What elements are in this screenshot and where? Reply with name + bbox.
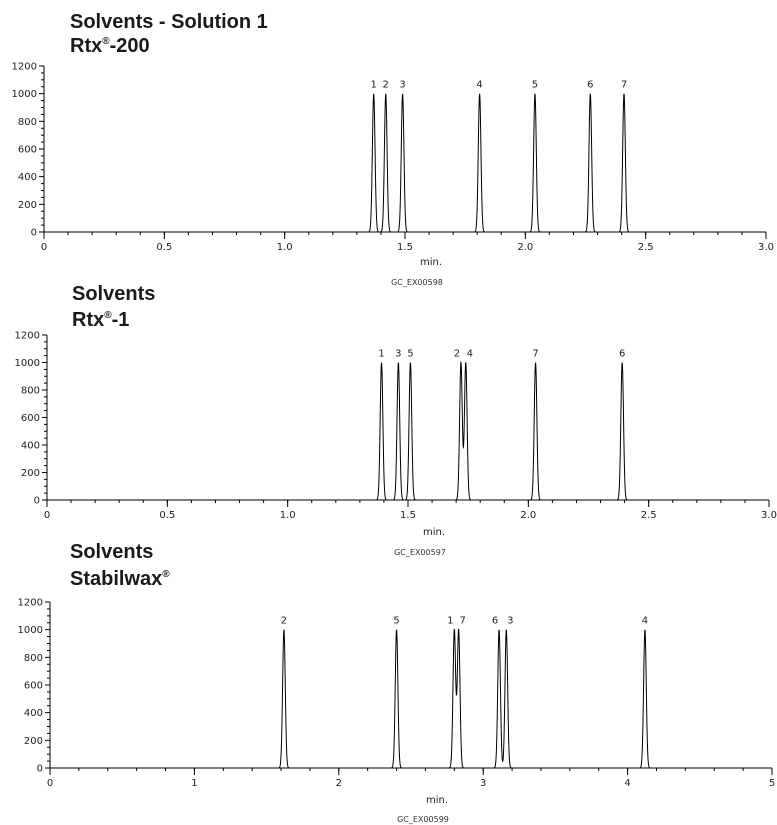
y-tick-label: 0: [31, 228, 37, 239]
registered-mark: ®: [102, 36, 110, 47]
x-tick-label: 2.0: [520, 510, 536, 521]
peak-label-5: 5: [407, 349, 413, 360]
y-tick-label: 1000: [15, 358, 40, 369]
x-tick-label: 0: [41, 242, 47, 253]
peak-label-4: 4: [642, 616, 648, 627]
x-tick-label: 0: [44, 510, 50, 521]
chart-title-line-2: Rtx®-1: [72, 309, 129, 331]
y-tick-label: 800: [18, 117, 37, 128]
peak-label-3: 3: [395, 349, 401, 360]
x-tick-label: 0.5: [156, 242, 172, 253]
chart-title-line-1: Solvents: [70, 541, 153, 563]
chart-title-line-1: Solvents - Solution 1: [70, 11, 268, 33]
peak-label-2: 2: [383, 80, 389, 91]
y-tick-label: 800: [21, 386, 40, 397]
peak-label-1: 1: [447, 616, 453, 627]
x-tick-label: 2.0: [517, 242, 533, 253]
x-tick-label: 5: [769, 778, 775, 789]
x-tick-label: 1: [191, 778, 197, 789]
y-tick-label: 400: [24, 708, 43, 719]
x-tick-label: 3.0: [758, 242, 774, 253]
x-axis-label: min.: [420, 257, 442, 268]
peak-label-1: 1: [371, 80, 377, 91]
registered-mark: ®: [162, 569, 170, 580]
x-tick-label: 3: [480, 778, 486, 789]
x-tick-label: 2.5: [638, 242, 654, 253]
chromatogram-trace: [50, 628, 734, 769]
peak-label-1: 1: [378, 349, 384, 360]
chart-title-line-1: Solvents: [72, 283, 155, 305]
y-tick-label: 0: [37, 764, 43, 775]
peak-label-5: 5: [532, 80, 538, 91]
x-tick-label: 1.0: [280, 510, 296, 521]
peak-label-7: 7: [532, 349, 538, 360]
x-tick-label: 1.5: [400, 510, 416, 521]
x-tick-label: 2.5: [641, 510, 657, 521]
peak-label-4: 4: [467, 349, 473, 360]
y-tick-label: 1000: [18, 625, 43, 636]
peak-label-7: 7: [621, 80, 627, 91]
chromatogram-trace: [44, 93, 728, 233]
y-tick-label: 800: [24, 653, 43, 664]
x-tick-label: 0: [47, 778, 53, 789]
x-axis-label: min.: [426, 795, 448, 806]
y-tick-label: 600: [24, 681, 43, 692]
peak-label-7: 7: [459, 616, 465, 627]
y-tick-label: 200: [21, 468, 40, 479]
peak-label-6: 6: [587, 80, 593, 91]
peak-label-2: 2: [454, 349, 460, 360]
y-tick-label: 1200: [18, 598, 43, 609]
y-tick-label: 1200: [12, 62, 37, 73]
y-tick-label: 400: [21, 441, 40, 452]
chromatogram-panel-3: Solvents Stabilwax® 0 200 400 600 800 1000 1200 0…: [18, 541, 776, 824]
y-tick-label: 600: [21, 413, 40, 424]
y-tick-label: 1000: [12, 89, 37, 100]
y-tick-label: 0: [34, 496, 40, 507]
chart-title-line-2: Stabilwax®: [70, 568, 170, 590]
y-tick-label: 400: [18, 172, 37, 183]
y-tick-label: 200: [24, 736, 43, 747]
figure-code: GC_EX00597: [394, 548, 446, 557]
peak-label-3: 3: [507, 616, 513, 627]
x-axis-label: min.: [423, 527, 445, 538]
chromatogram-panel-2: Solvents Rtx®-1 0 200 400 600 800 1000 1200 0 0.5 1…: [15, 283, 777, 557]
x-tick-label: 3.0: [761, 510, 777, 521]
chart-title-line-2: Rtx®-200: [70, 35, 150, 57]
peak-label-2: 2: [281, 616, 287, 627]
y-tick-label: 1200: [15, 331, 40, 342]
registered-mark: ®: [104, 310, 112, 321]
peak-label-4: 4: [476, 80, 482, 91]
peak-label-6: 6: [492, 616, 498, 627]
y-tick-label: 600: [18, 145, 37, 156]
figure-code: GC_EX00598: [391, 278, 443, 287]
x-tick-label: 0.5: [159, 510, 175, 521]
peak-label-5: 5: [393, 616, 399, 627]
figure-code: GC_EX00599: [397, 815, 449, 824]
x-tick-label: 1.0: [277, 242, 293, 253]
x-tick-label: 4: [624, 778, 630, 789]
x-tick-label: 2: [336, 778, 342, 789]
chromatogram-trace: [47, 360, 731, 501]
y-tick-label: 200: [18, 200, 37, 211]
peak-label-6: 6: [619, 349, 625, 360]
x-tick-label: 1.5: [397, 242, 413, 253]
peak-label-3: 3: [399, 80, 405, 91]
